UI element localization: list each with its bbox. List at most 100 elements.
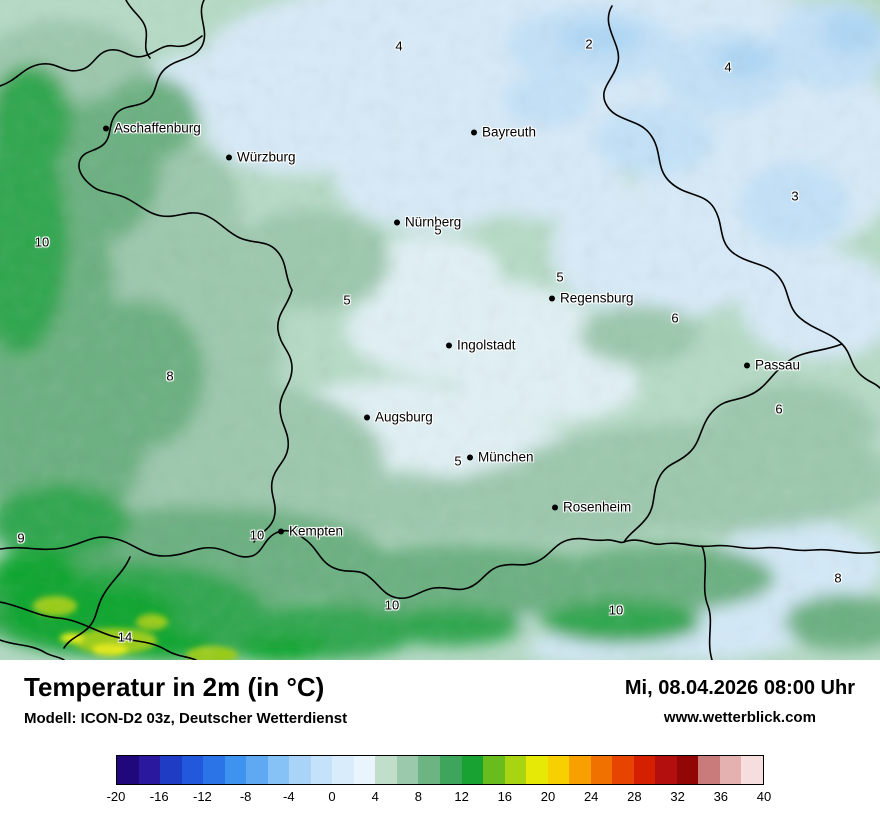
colorbar-segment bbox=[160, 756, 182, 784]
city-label: Passau bbox=[755, 357, 801, 373]
temperature-value-label: 8 bbox=[834, 570, 842, 586]
city-label: München bbox=[478, 449, 534, 465]
temperature-value-label: 6 bbox=[775, 401, 783, 417]
colorbar-segment bbox=[117, 756, 139, 784]
colorbar-segment bbox=[138, 756, 161, 784]
city-dot-icon bbox=[103, 125, 109, 131]
colorbar-tick-label: -8 bbox=[239, 789, 252, 804]
temperature-map: Aschaffenburg Würzburg Bayreuth Nürnberg… bbox=[0, 0, 880, 660]
colorbar-tick-label: -4 bbox=[283, 789, 295, 804]
colorbar-segment bbox=[676, 756, 699, 784]
city-label: Rosenheim bbox=[563, 499, 632, 515]
colorbar: -20 -16 -12 -8 -4 0 4 8 12 16 20 24 28 32 36 40 bbox=[107, 755, 771, 809]
colorbar-segment bbox=[569, 756, 591, 784]
temperature-value-label: 5 bbox=[434, 222, 442, 238]
colorbar-tick-label: -12 bbox=[192, 789, 212, 804]
border-alps bbox=[0, 529, 880, 600]
colorbar-segment bbox=[526, 756, 548, 784]
temperature-value-label: 2 bbox=[585, 36, 593, 52]
city-label: Augsburg bbox=[375, 409, 433, 425]
city-label: Würzburg bbox=[237, 149, 296, 165]
city-label: Aschaffenburg bbox=[114, 120, 201, 136]
model-info: Modell: ICON-D2 03z, Deutscher Wetterdie… bbox=[24, 710, 348, 727]
colorbar-segment bbox=[655, 756, 677, 784]
city-label: Kempten bbox=[289, 523, 344, 539]
city-marker: Aschaffenburg bbox=[103, 121, 201, 136]
city-marker: Passau bbox=[744, 358, 800, 373]
city-dot-icon bbox=[394, 219, 400, 225]
website-label: www.wetterblick.com bbox=[663, 709, 816, 726]
city-marker: Bayreuth bbox=[471, 125, 536, 140]
colorbar-segment bbox=[418, 756, 440, 784]
colorbar-segment bbox=[267, 756, 290, 784]
temperature-field-svg bbox=[0, 0, 880, 660]
temperature-value-label: 10 bbox=[34, 234, 50, 250]
colorbar-tick-label: 8 bbox=[414, 789, 423, 804]
border-czech bbox=[603, 5, 880, 389]
colorbar-segment bbox=[461, 756, 484, 784]
temperature-value-label: 5 bbox=[343, 292, 351, 308]
border-austria-east bbox=[623, 343, 843, 543]
border-sw-vertical bbox=[63, 556, 131, 649]
colorbar-tick-label: -20 bbox=[106, 789, 126, 804]
footer-info-row: Temperatur in 2m (in °C) Modell: ICON-D2… bbox=[0, 660, 880, 727]
footer: Temperatur in 2m (in °C) Modell: ICON-D2… bbox=[0, 660, 880, 830]
city-dot-icon bbox=[278, 528, 284, 534]
temperature-value-label: 10 bbox=[384, 597, 400, 613]
colorbar-segment bbox=[590, 756, 613, 784]
city-marker: Regensburg bbox=[549, 291, 634, 306]
border-sw-diagonal bbox=[0, 601, 197, 660]
colorbar-segment bbox=[483, 756, 505, 784]
colorbar-segment bbox=[181, 756, 204, 784]
temperature-value-label: 9 bbox=[17, 530, 25, 546]
colorbar-tick-label: 16 bbox=[497, 789, 513, 804]
temperature-value-label: 8 bbox=[166, 368, 174, 384]
colorbar-segment bbox=[203, 756, 225, 784]
temperature-value-label: 10 bbox=[249, 527, 265, 543]
city-dot-icon bbox=[446, 342, 452, 348]
colorbar-segment bbox=[719, 756, 742, 784]
colorbar-segment bbox=[375, 756, 397, 784]
colorbar-segment bbox=[547, 756, 570, 784]
colorbar-segments bbox=[116, 755, 764, 785]
colorbar-tick-label: 36 bbox=[713, 789, 729, 804]
colorbar-segment bbox=[246, 756, 268, 784]
temperature-value-label: 3 bbox=[791, 188, 799, 204]
temperature-value-label: 5 bbox=[556, 269, 564, 285]
colorbar-segment bbox=[353, 756, 376, 784]
colorbar-tick-label: 4 bbox=[371, 789, 379, 804]
colorbar-segment bbox=[698, 756, 720, 784]
city-dot-icon bbox=[467, 454, 473, 460]
footer-left: Temperatur in 2m (in °C) Modell: ICON-D2… bbox=[24, 672, 347, 727]
colorbar-segment bbox=[289, 756, 311, 784]
colorbar-segment bbox=[633, 756, 656, 784]
city-label: Nürnberg bbox=[405, 214, 462, 230]
valid-datetime: Mi, 08.04.2026 08:00 Uhr bbox=[624, 677, 855, 699]
colorbar-segment bbox=[396, 756, 419, 784]
border-lines bbox=[0, 0, 880, 660]
temp-layer: 4 2 4 3 10 5 5 5 6 8 6 5 9 10 10 10 8 14 bbox=[17, 36, 842, 645]
city-marker: Ingolstadt bbox=[446, 338, 516, 353]
colorbar-segment bbox=[224, 756, 247, 784]
colorbar-tick-label: -16 bbox=[149, 789, 169, 804]
field-texture bbox=[0, 0, 880, 660]
city-marker: Augsburg bbox=[364, 410, 433, 425]
city-dot-icon bbox=[549, 295, 555, 301]
city-marker: Rosenheim bbox=[552, 500, 631, 515]
city-marker: München bbox=[467, 450, 534, 465]
city-dot-icon bbox=[471, 129, 477, 135]
colorbar-segment bbox=[310, 756, 333, 784]
colorbar-tick-label: 24 bbox=[583, 789, 599, 804]
temperature-value-label: 4 bbox=[395, 38, 403, 54]
colorbar-tick-label: 0 bbox=[328, 789, 336, 804]
city-label: Bayreuth bbox=[482, 124, 537, 140]
colorbar-segment bbox=[439, 756, 462, 784]
border-sw-corner bbox=[0, 639, 65, 660]
footer-right: Mi, 08.04.2026 08:00 Uhr www.wetterblick… bbox=[625, 672, 855, 726]
city-marker: Nürnberg bbox=[394, 215, 461, 230]
temperature-value-label: 14 bbox=[117, 629, 133, 645]
city-layer: Aschaffenburg Würzburg Bayreuth Nürnberg… bbox=[103, 121, 800, 539]
colorbar-tick-label: 28 bbox=[627, 789, 642, 804]
colorbar-tick-label: 20 bbox=[540, 789, 556, 804]
border-west-bavaria bbox=[78, 0, 293, 543]
